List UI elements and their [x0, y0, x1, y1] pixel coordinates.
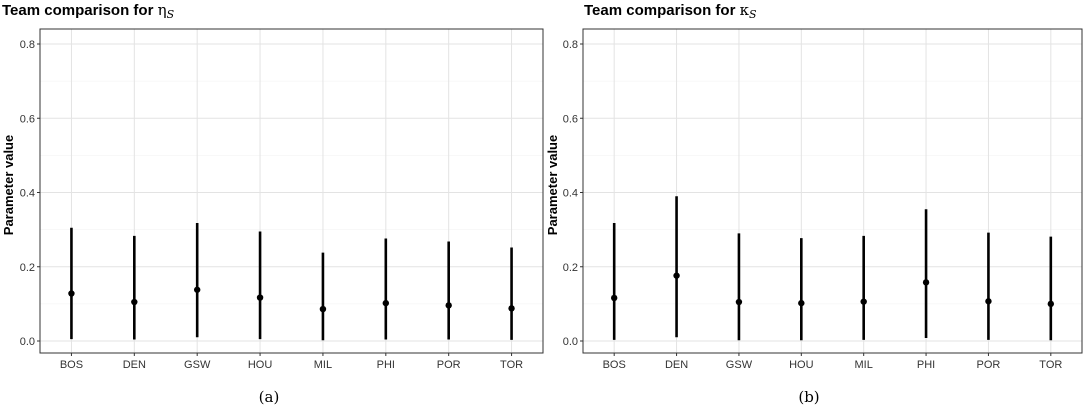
x-tick-label-mil: MIL [314, 359, 332, 371]
y-tick-label: 0.8 [563, 39, 578, 51]
y-tick-label: 0.4 [563, 188, 578, 200]
chart-a-svg: Team comparison for ηS 0.0 0.2 0.4 0.6 0.8 BO… [1, 1, 544, 406]
plot-border [39, 28, 544, 354]
chart-b-plot-area: 0.0 0.2 0.4 0.6 0.8 BOS DEN GSW HOU MIL PHI POR TOR [563, 28, 1083, 371]
x-tick-label-hou: HOU [248, 359, 273, 371]
plot-border [582, 28, 1083, 354]
point-estimate-mil [860, 298, 867, 305]
chart-a-title-subscript: S [167, 8, 175, 21]
y-tick-label: 0.6 [20, 113, 35, 125]
point-estimate-por [985, 298, 992, 305]
x-tick-label-den: DEN [665, 359, 688, 371]
chart-a-title: Team comparison for ηS [2, 1, 175, 21]
chart-b-svg: Team comparison for κS 0.0 0.2 0.4 0.6 0.8 BO… [545, 1, 1083, 406]
point-estimate-phi [382, 299, 390, 307]
x-tick-label-gsw: GSW [184, 359, 211, 371]
x-tick-label-mil: MIL [855, 359, 873, 371]
x-tick-label-phi: PHI [377, 359, 395, 371]
chart-a-title-symbol: η [158, 1, 167, 19]
chart-b-caption: (b) [798, 388, 819, 406]
chart-panel-a: Team comparison for ηS 0.0 0.2 0.4 0.6 0.8 BO… [1, 1, 544, 406]
chart-a-plot-area: 0.0 0.2 0.4 0.6 0.8 BOS DEN GSW HOU MIL PHI POR TOR [20, 28, 544, 371]
point-estimate-gsw [735, 298, 743, 306]
point-estimate-hou [798, 299, 805, 307]
point-estimate-phi [922, 279, 930, 286]
chart-a-caption: (a) [259, 388, 280, 406]
chart-b-y-axis-label: Parameter value [545, 135, 560, 235]
x-tick-label-tor: TOR [500, 359, 523, 371]
y-tick-label: 0.0 [20, 336, 35, 348]
x-tick-label-den: DEN [123, 359, 146, 371]
chart-b-title-subscript: S [749, 8, 757, 21]
y-tick-label: 0.4 [20, 188, 35, 200]
x-tick-label-phi: PHI [917, 359, 935, 371]
point-estimate-hou [256, 294, 264, 301]
x-tick-label-bos: BOS [603, 359, 626, 371]
x-tick-label-por: POR [437, 359, 461, 371]
x-tick-label-bos: BOS [60, 359, 83, 371]
y-tick-label: 0.6 [563, 113, 578, 125]
x-tick-label-gsw: GSW [726, 359, 753, 371]
point-estimate-tor [508, 305, 515, 312]
point-estimate-por [445, 302, 452, 309]
point-estimate-gsw [193, 286, 201, 293]
chart-b-title: Team comparison for κS [584, 1, 757, 21]
x-tick-label-por: POR [977, 359, 1001, 371]
y-tick-label: 0.2 [563, 262, 578, 274]
y-tick-label: 0.8 [20, 39, 35, 51]
chart-panel-b: Team comparison for κS 0.0 0.2 0.4 0.6 0.8 BO… [544, 0, 1083, 413]
point-estimate-tor [1047, 300, 1055, 308]
point-estimate-bos [68, 290, 75, 297]
chart-b-title-symbol: κ [740, 1, 750, 19]
point-estimate-mil [319, 305, 327, 313]
chart-b-title-text: Team comparison for [584, 2, 740, 19]
x-tick-label-hou: HOU [789, 359, 814, 371]
x-tick-label-tor: TOR [1039, 359, 1062, 371]
y-tick-label: 0.2 [20, 262, 35, 274]
point-estimate-den [673, 272, 680, 279]
y-tick-label: 0.0 [563, 336, 578, 348]
point-estimate-den [131, 298, 138, 306]
chart-a-y-axis-label: Parameter value [1, 135, 16, 235]
point-estimate-bos [610, 294, 618, 302]
chart-a-title-text: Team comparison for [2, 2, 158, 19]
